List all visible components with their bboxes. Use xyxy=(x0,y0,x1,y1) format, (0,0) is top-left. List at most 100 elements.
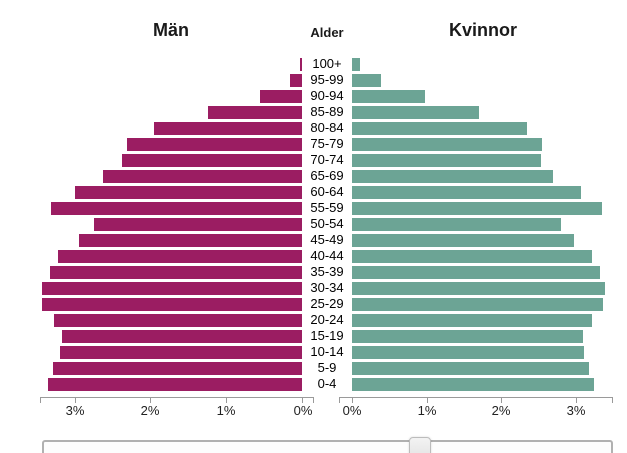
age-group-label: 40-44 xyxy=(310,248,344,263)
female-bar-cell xyxy=(352,313,613,327)
male-bar[interactable] xyxy=(58,249,302,263)
male-bar-cell xyxy=(40,281,302,295)
timeline-slider-track[interactable] xyxy=(42,440,613,453)
female-bar[interactable] xyxy=(352,329,583,343)
male-bar[interactable] xyxy=(49,265,302,279)
female-bar[interactable] xyxy=(352,169,553,183)
age-group-label: 95-99 xyxy=(310,72,344,87)
female-bar[interactable] xyxy=(352,345,584,359)
female-bar-cell xyxy=(352,281,613,295)
pyramid-row: 85-89 xyxy=(40,104,613,120)
male-bar[interactable] xyxy=(207,105,302,119)
pyramid-row: 80-84 xyxy=(40,120,613,136)
male-bar[interactable] xyxy=(153,121,302,135)
left-axis-label-1pct: 1% xyxy=(216,403,236,418)
male-bar-cell xyxy=(40,169,302,183)
pyramid-row: 35-39 xyxy=(40,264,613,280)
female-bar[interactable] xyxy=(352,73,382,87)
male-bar[interactable] xyxy=(259,89,302,103)
male-bar[interactable] xyxy=(127,137,302,151)
pyramid-chart: 100+ 95-99 90-94 85-89 80-84 75-79 70-74 65-69 6… xyxy=(40,56,613,392)
male-bar[interactable] xyxy=(42,297,302,311)
age-group-label: 10-14 xyxy=(310,344,344,359)
age-group-label: 0-4 xyxy=(317,376,337,391)
male-bar[interactable] xyxy=(51,201,302,215)
female-bar-cell xyxy=(352,201,613,215)
male-bar[interactable] xyxy=(75,185,302,199)
female-bar[interactable] xyxy=(352,121,527,135)
female-bar[interactable] xyxy=(352,137,542,151)
male-bar[interactable] xyxy=(299,57,302,71)
female-bar[interactable] xyxy=(352,377,595,391)
male-bar[interactable] xyxy=(52,361,302,375)
age-group-label: 30-34 xyxy=(310,280,344,295)
right-axis-endcap xyxy=(339,397,340,403)
female-bar[interactable] xyxy=(352,57,361,71)
female-bar-cell xyxy=(352,121,613,135)
age-group-label: 65-69 xyxy=(310,168,344,183)
female-bar[interactable] xyxy=(352,297,604,311)
female-bar[interactable] xyxy=(352,233,574,247)
right-axis-label-0pct: 0% xyxy=(342,403,362,418)
female-bar[interactable] xyxy=(352,153,541,167)
pyramid-row: 60-64 xyxy=(40,184,613,200)
pyramid-row: 100+ xyxy=(40,56,613,72)
male-bar-cell xyxy=(40,297,302,311)
female-bar-cell xyxy=(352,105,613,119)
age-group-label: 45-49 xyxy=(310,232,344,247)
male-bar[interactable] xyxy=(54,313,302,327)
left-axis-tick-2pct xyxy=(150,397,151,403)
female-bar-cell xyxy=(352,89,613,103)
male-bar-cell xyxy=(40,73,302,87)
male-bar-cell xyxy=(40,377,302,391)
male-bar[interactable] xyxy=(289,73,302,87)
pyramid-row: 45-49 xyxy=(40,232,613,248)
pyramid-row: 55-59 xyxy=(40,200,613,216)
male-bar[interactable] xyxy=(60,345,302,359)
pyramid-row: 0-4 xyxy=(40,376,613,392)
female-bar-cell xyxy=(352,137,613,151)
female-bar[interactable] xyxy=(352,249,592,263)
left-axis-tick-3pct xyxy=(75,397,76,403)
male-bar[interactable] xyxy=(42,281,302,295)
female-bar[interactable] xyxy=(352,201,602,215)
age-group-label: 25-29 xyxy=(310,296,344,311)
female-bar-cell xyxy=(352,233,613,247)
male-bar[interactable] xyxy=(122,153,302,167)
right-axis-endcap xyxy=(612,397,613,403)
timeline-slider-thumb[interactable] xyxy=(409,437,431,453)
male-bar-cell xyxy=(40,57,302,71)
age-group-label: 5-9 xyxy=(317,360,337,375)
male-bar-cell xyxy=(40,153,302,167)
right-axis-tick-1pct xyxy=(427,397,428,403)
left-axis-endcap xyxy=(313,397,314,403)
age-column-title: Alder xyxy=(310,25,344,40)
male-bar[interactable] xyxy=(79,233,302,247)
right-axis-label-1pct: 1% xyxy=(417,403,437,418)
age-group-label: 90-94 xyxy=(310,88,344,103)
male-bar[interactable] xyxy=(94,217,302,231)
female-bar-cell xyxy=(352,153,613,167)
female-bar[interactable] xyxy=(352,185,581,199)
female-bar[interactable] xyxy=(352,361,589,375)
men-column-title: Män xyxy=(153,20,189,40)
male-bar[interactable] xyxy=(48,377,302,391)
female-bar[interactable] xyxy=(352,265,601,279)
male-bar[interactable] xyxy=(61,329,302,343)
pyramid-row: 70-74 xyxy=(40,152,613,168)
male-bar[interactable] xyxy=(103,169,302,183)
left-axis-line xyxy=(40,397,314,398)
female-bar[interactable] xyxy=(352,89,426,103)
female-bar[interactable] xyxy=(352,313,592,327)
female-bar[interactable] xyxy=(352,105,480,119)
female-bar[interactable] xyxy=(352,217,561,231)
male-bar-cell xyxy=(40,105,302,119)
female-bar-cell xyxy=(352,329,613,343)
male-bar-cell xyxy=(40,313,302,327)
female-bar[interactable] xyxy=(352,281,605,295)
left-axis-label-2pct: 2% xyxy=(140,403,160,418)
male-bar-cell xyxy=(40,89,302,103)
male-bar-cell xyxy=(40,201,302,215)
left-axis-label-3pct: 3% xyxy=(65,403,85,418)
